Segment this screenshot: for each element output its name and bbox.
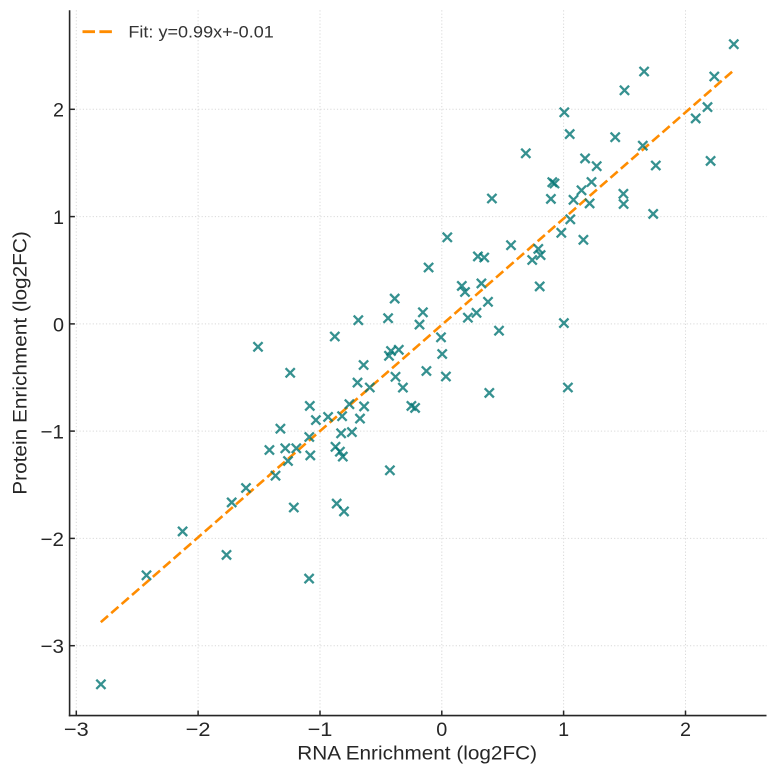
svg-text:2: 2 bbox=[680, 719, 691, 741]
svg-text:0: 0 bbox=[436, 719, 447, 741]
svg-text:Protein Enrichment (log2FC): Protein Enrichment (log2FC) bbox=[9, 231, 31, 495]
svg-text:−1: −1 bbox=[308, 719, 333, 741]
svg-text:1: 1 bbox=[558, 719, 569, 741]
svg-text:0: 0 bbox=[53, 314, 64, 336]
svg-text:RNA Enrichment (log2FC): RNA Enrichment (log2FC) bbox=[297, 743, 537, 765]
svg-text:Fit: y=0.99x+-0.01: Fit: y=0.99x+-0.01 bbox=[128, 23, 273, 41]
svg-text:−2: −2 bbox=[41, 529, 65, 551]
svg-text:2: 2 bbox=[53, 100, 64, 122]
svg-text:−3: −3 bbox=[64, 719, 89, 741]
svg-text:−1: −1 bbox=[41, 422, 65, 444]
svg-text:1: 1 bbox=[53, 207, 64, 229]
svg-text:−2: −2 bbox=[186, 719, 211, 741]
svg-text:−3: −3 bbox=[41, 636, 65, 658]
